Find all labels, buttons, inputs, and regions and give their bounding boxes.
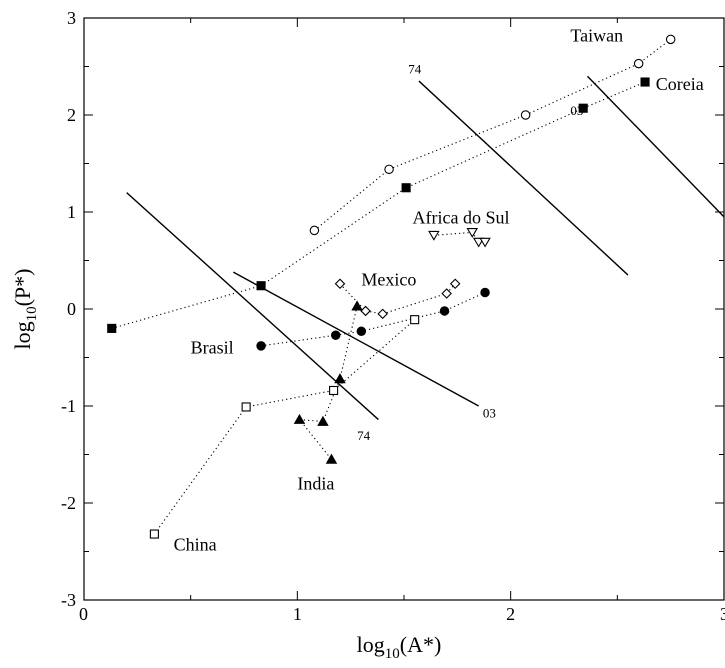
point-africa-do-sul-0 bbox=[428, 230, 440, 241]
y-tick-label--1: -1 bbox=[61, 396, 76, 416]
point-coreia-3 bbox=[578, 103, 588, 113]
reference-line-1 bbox=[232, 271, 480, 407]
series-line-brasil bbox=[260, 292, 486, 347]
x-tick-label-0: 0 bbox=[79, 604, 88, 624]
y-tick-label-1: 1 bbox=[67, 202, 76, 222]
point-taiwan-1 bbox=[384, 164, 394, 175]
series-label-india: India bbox=[297, 473, 334, 493]
reference-line-label-0: 74 bbox=[357, 428, 371, 443]
x-tick-label-3: 3 bbox=[720, 604, 725, 624]
y-axis-label: log10(P*) bbox=[10, 268, 40, 349]
y-tick-label-0: 0 bbox=[67, 299, 76, 319]
point-taiwan-3 bbox=[633, 58, 644, 69]
point-africa-do-sul-3 bbox=[479, 237, 491, 248]
series-label-coreia: Coreia bbox=[656, 74, 704, 94]
reference-line-3 bbox=[586, 75, 725, 218]
series-label-china: China bbox=[174, 535, 217, 555]
y-axis-label-sub: 10 bbox=[24, 306, 40, 321]
point-india-3 bbox=[293, 413, 306, 424]
y-axis-label-tail: (P*) bbox=[10, 268, 35, 306]
series-label-taiwan: Taiwan bbox=[570, 25, 623, 45]
point-brasil-0 bbox=[256, 341, 266, 351]
point-taiwan-4 bbox=[665, 34, 676, 45]
point-brasil-3 bbox=[439, 306, 450, 316]
x-axis-label: log10(A*) bbox=[357, 632, 442, 662]
point-coreia-0 bbox=[107, 323, 117, 333]
plot-frame bbox=[83, 17, 725, 601]
x-tick-label-1: 1 bbox=[293, 604, 302, 624]
x-axis-label-sub: 10 bbox=[385, 646, 400, 662]
series-line-coreia bbox=[111, 81, 646, 329]
point-brasil-1 bbox=[330, 330, 341, 340]
series-line-taiwan bbox=[314, 38, 671, 231]
reference-line-label-1: 03 bbox=[483, 406, 496, 421]
reference-line-0 bbox=[126, 192, 379, 421]
series-label-africa-do-sul: Africa do Sul bbox=[413, 208, 510, 228]
point-mexico-1 bbox=[360, 305, 371, 317]
text-labels: 74 03 74 03 Taiwan Coreia Africa do Sul Mexico B… bbox=[174, 25, 704, 554]
x-axis-label-base: log bbox=[357, 632, 385, 657]
point-coreia-2 bbox=[401, 183, 411, 193]
point-mexico-3 bbox=[441, 288, 452, 299]
reference-line-label-2: 74 bbox=[408, 61, 422, 76]
x-axis-label-tail: (A*) bbox=[400, 632, 442, 657]
y-tick-label-2: 2 bbox=[67, 105, 76, 125]
point-china-2 bbox=[329, 385, 339, 396]
reference-lines bbox=[126, 75, 725, 421]
point-china-3 bbox=[410, 315, 420, 325]
point-mexico-4 bbox=[449, 278, 461, 290]
point-taiwan-2 bbox=[520, 110, 531, 120]
y-axis-label-base: log bbox=[10, 321, 35, 349]
point-coreia-4 bbox=[640, 77, 650, 87]
series-markers bbox=[107, 34, 676, 539]
point-india-0 bbox=[351, 300, 363, 311]
point-brasil-2 bbox=[356, 326, 367, 337]
point-china-0 bbox=[149, 529, 159, 539]
reference-line-label-3: 03 bbox=[570, 103, 583, 118]
point-mexico-0 bbox=[334, 278, 346, 290]
point-india-1 bbox=[334, 373, 346, 384]
point-india-4 bbox=[325, 453, 338, 464]
y-tick-label--3: -3 bbox=[61, 590, 76, 610]
point-mexico-2 bbox=[377, 308, 388, 320]
point-china-1 bbox=[241, 402, 251, 412]
series-label-brasil: Brasil bbox=[191, 338, 234, 358]
series-label-mexico: Mexico bbox=[361, 270, 416, 290]
point-taiwan-0 bbox=[309, 225, 320, 236]
point-coreia-1 bbox=[256, 281, 266, 291]
series-line-india bbox=[298, 305, 358, 460]
point-india-2 bbox=[317, 415, 329, 426]
x-tick-label-2: 2 bbox=[506, 604, 515, 624]
y-tick-label--2: -2 bbox=[61, 493, 76, 513]
reference-line-2 bbox=[418, 80, 629, 276]
y-tick-label-3: 3 bbox=[67, 8, 76, 28]
point-brasil-4 bbox=[480, 287, 490, 298]
point-africa-do-sul-1 bbox=[466, 228, 479, 238]
